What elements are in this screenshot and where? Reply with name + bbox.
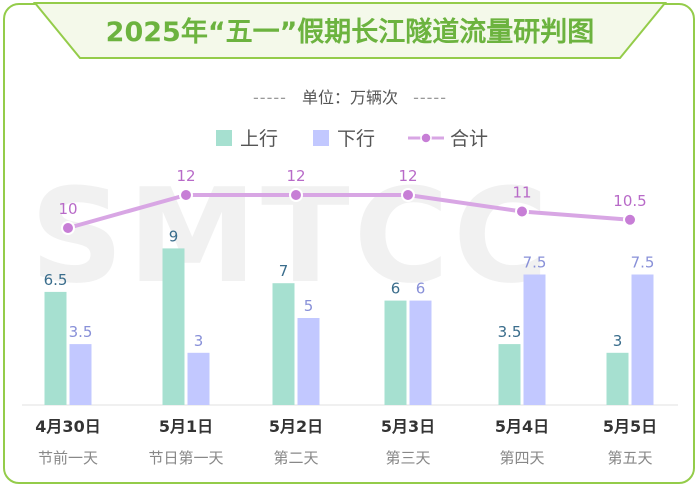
legend-swatch-total: [408, 131, 444, 144]
bar-up-0: [44, 291, 67, 405]
total-point-2: [289, 188, 303, 202]
legend-item-down: 下行: [313, 124, 375, 151]
legend-item-up: 上行: [216, 124, 278, 151]
data-label-up-5: 3: [613, 332, 623, 350]
total-point-3: [401, 188, 415, 202]
data-label-down-4: 7.5: [523, 254, 547, 272]
bar-down-5: [631, 274, 654, 405]
data-label-up-0: 6.5: [44, 271, 68, 289]
unit-label: 单位：万辆次: [301, 88, 398, 107]
legend-label-total: 合计: [450, 128, 489, 150]
legend-label-up: 上行: [240, 128, 279, 150]
legend-swatch-down: [313, 129, 329, 146]
x-tick-label-2: 5月2日: [269, 417, 323, 436]
x-tick-label-0: 4月30日: [35, 417, 100, 436]
total-point-5: [623, 212, 637, 227]
title-banner: [32, 2, 668, 59]
data-label-total-2: 12: [286, 167, 305, 185]
unit-dash-right: -----: [413, 88, 447, 107]
x-sub-label-5: 第五天: [607, 449, 652, 467]
data-label-total-0: 10: [58, 200, 77, 218]
data-label-up-1: 9: [169, 227, 179, 245]
data-label-total-1: 12: [176, 167, 195, 185]
unit-label-row: ----- 单位：万辆次 -----: [0, 84, 700, 108]
x-sub-label-4: 第四天: [499, 449, 544, 467]
bar-up-4: [498, 344, 521, 405]
data-label-down-5: 7.5: [631, 254, 655, 272]
data-label-total-4: 11: [512, 184, 531, 202]
data-label-down-0: 3.5: [69, 323, 93, 341]
unit-dash-left: -----: [253, 88, 287, 107]
legend-swatch-up: [216, 129, 232, 146]
x-sub-label-1: 节日第一天: [148, 449, 223, 467]
bar-down-4: [523, 274, 546, 405]
legend: 上行 下行 合计: [0, 124, 700, 151]
x-tick-label-3: 5月3日: [381, 417, 435, 436]
bar-down-1: [187, 352, 210, 405]
data-label-down-1: 3: [194, 332, 204, 350]
total-point-1: [179, 188, 193, 202]
data-label-up-3: 6: [391, 280, 401, 298]
x-sub-label-2: 第二天: [273, 449, 318, 467]
bar-up-2: [272, 283, 295, 405]
bar-up-1: [162, 248, 185, 405]
legend-label-down: 下行: [337, 128, 376, 150]
bar-down-0: [69, 344, 92, 405]
data-label-down-2: 5: [304, 297, 314, 315]
data-label-down-3: 6: [416, 280, 426, 298]
total-point-0: [61, 221, 75, 235]
bar-up-5: [606, 352, 629, 405]
chart-title: 2025年“五一”假期长江隧道流量研判图: [105, 17, 595, 48]
data-label-total-5: 10.5: [613, 192, 646, 210]
x-tick-label-1: 5月1日: [159, 417, 213, 436]
data-label-up-4: 3.5: [498, 323, 522, 341]
bar-down-3: [409, 300, 432, 405]
data-label-total-3: 12: [398, 167, 417, 185]
x-sub-label-0: 节前一天: [38, 449, 98, 467]
total-series-line: [67, 193, 631, 230]
x-tick-label-5: 5月5日: [603, 417, 657, 436]
x-sub-label-3: 第三天: [385, 449, 430, 467]
legend-item-total: 合计: [408, 124, 488, 151]
x-tick-label-4: 5月4日: [495, 417, 549, 436]
bar-up-3: [384, 300, 407, 405]
bar-down-2: [297, 318, 320, 405]
chart-frame: [3, 3, 695, 484]
data-label-up-2: 7: [279, 262, 289, 280]
total-point-4: [515, 204, 529, 219]
